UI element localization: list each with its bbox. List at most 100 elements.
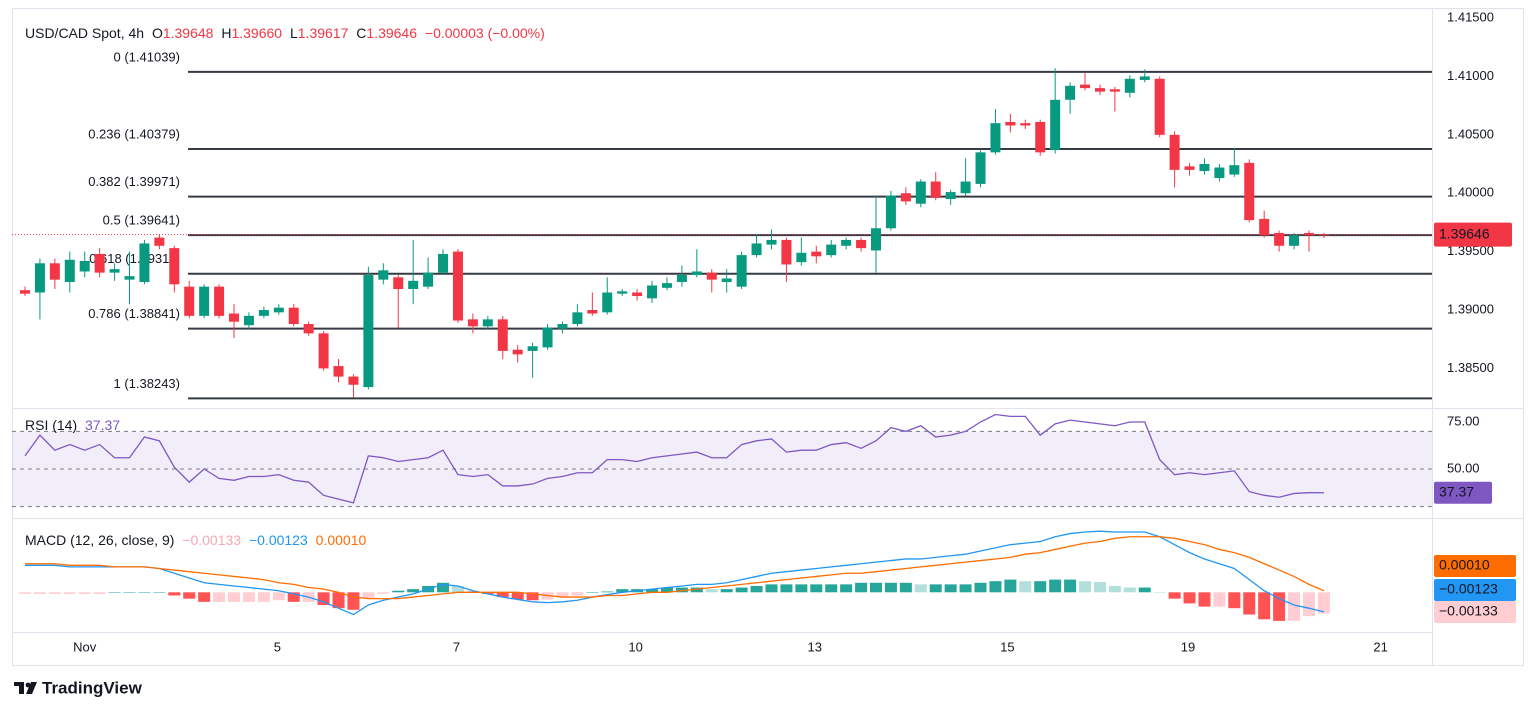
candle-body — [139, 243, 150, 282]
histogram-bar — [1093, 581, 1106, 593]
candle-body — [94, 253, 105, 273]
histogram-bar — [63, 592, 76, 594]
histogram-bar — [48, 592, 61, 594]
candle-body — [214, 286, 225, 316]
candle-body — [1214, 167, 1225, 179]
histogram-bar — [959, 584, 972, 593]
candle-body — [1154, 78, 1165, 135]
histogram-bar — [825, 584, 838, 593]
candle-body — [1229, 165, 1240, 175]
histogram-bar — [347, 592, 360, 610]
histogram-bar — [944, 584, 957, 593]
candle-body — [393, 277, 404, 289]
y-tick-label: 1.41500 — [1447, 9, 1494, 24]
histogram-bar — [496, 592, 509, 598]
candle-body — [1199, 164, 1210, 172]
histogram-bar — [556, 592, 569, 598]
histogram-bar — [362, 592, 375, 599]
candle-body — [154, 237, 165, 246]
x-tick-label: 10 — [628, 639, 642, 654]
candle-body — [885, 195, 896, 229]
histogram-bar — [974, 582, 987, 593]
histogram-bar — [1302, 592, 1315, 617]
candle-body — [721, 278, 732, 282]
histogram-bar — [213, 592, 226, 602]
histogram-bar — [586, 592, 599, 593]
candle-body — [378, 270, 389, 280]
candle-body — [438, 253, 449, 273]
candle-body — [1080, 84, 1091, 89]
histogram-bar — [1198, 592, 1211, 607]
macd-value: −0.00123 — [249, 532, 308, 548]
fib-label: 1 (1.38243) — [114, 376, 181, 391]
histogram-bar — [392, 590, 405, 593]
y-tick-label: 1.41000 — [1447, 68, 1494, 83]
candle-body — [900, 193, 911, 202]
histogram-bar — [1079, 581, 1092, 593]
candle-body — [1244, 162, 1255, 221]
rsi-line — [24, 413, 1324, 504]
candle-body — [632, 292, 643, 296]
histogram-bar — [989, 581, 1002, 593]
histogram-bar — [1153, 592, 1166, 593]
candle-body — [706, 272, 717, 280]
plot-layer: Nov 5 7 10 13 15 19 21 1.41500 1.41000 1.40500 1.40… — [12, 9, 1516, 654]
histogram-bar — [1108, 585, 1121, 593]
histogram-bar — [272, 592, 285, 601]
ohlc-value: 1.39648 — [163, 25, 214, 41]
histogram-bar — [257, 592, 270, 602]
histogram-bar — [1288, 592, 1301, 621]
candle-body — [856, 239, 867, 249]
change: −0.00003 (−0.00%) — [425, 25, 545, 41]
histogram-bar — [1019, 581, 1032, 593]
candle-body — [661, 283, 672, 288]
histogram-bar — [1123, 587, 1136, 593]
candle-body — [49, 263, 60, 280]
candle-body — [467, 319, 478, 327]
candle-body — [1303, 232, 1314, 236]
histogram-bar — [840, 584, 853, 593]
candle-body — [557, 324, 568, 329]
candle-body — [273, 307, 284, 313]
last-price-box — [1434, 222, 1512, 247]
histogram-bar — [1317, 592, 1330, 614]
candle-body — [124, 276, 135, 280]
histogram-bar — [168, 592, 181, 596]
candle-body — [229, 313, 240, 322]
fib-label: 0.786 (1.38841) — [88, 306, 180, 321]
y-tick-label: 1.39500 — [1447, 243, 1494, 258]
histogram-bar — [1004, 579, 1017, 593]
histogram-bar — [660, 587, 673, 593]
histogram-bar — [1138, 587, 1151, 593]
histogram-bar — [33, 592, 46, 594]
candle-body — [363, 274, 374, 388]
histogram-bar — [1064, 579, 1077, 593]
histogram-bar — [317, 592, 330, 606]
last-price-label: 1.39646 — [1439, 225, 1490, 241]
candle-body — [871, 228, 882, 251]
histogram-bar — [690, 587, 703, 593]
candle-body — [423, 272, 434, 287]
candle-body — [1050, 99, 1061, 151]
y-tick-label: 75.00 — [1447, 413, 1480, 428]
candle-body — [945, 192, 956, 200]
histogram-bar — [855, 582, 868, 593]
histogram-bar — [720, 589, 733, 593]
histogram-bar — [750, 585, 763, 593]
x-tick-label: 19 — [1181, 639, 1195, 654]
histogram-bar — [899, 582, 912, 593]
histogram-bar — [1243, 592, 1256, 615]
candle-body — [691, 271, 702, 275]
macd-axis-label: 0.00010 — [1439, 557, 1490, 573]
histogram-bar — [138, 592, 151, 593]
candle-body — [1259, 218, 1270, 236]
symbol: USD/CAD Spot, 4h — [25, 25, 144, 41]
candle-body — [1065, 85, 1076, 100]
x-tick-label: 5 — [274, 639, 281, 654]
ohlc-value: 1.39617 — [298, 25, 349, 41]
histogram-bar — [437, 582, 450, 593]
candle-body — [34, 263, 45, 293]
candle-body — [1094, 88, 1105, 92]
rsi-band — [12, 431, 1432, 507]
